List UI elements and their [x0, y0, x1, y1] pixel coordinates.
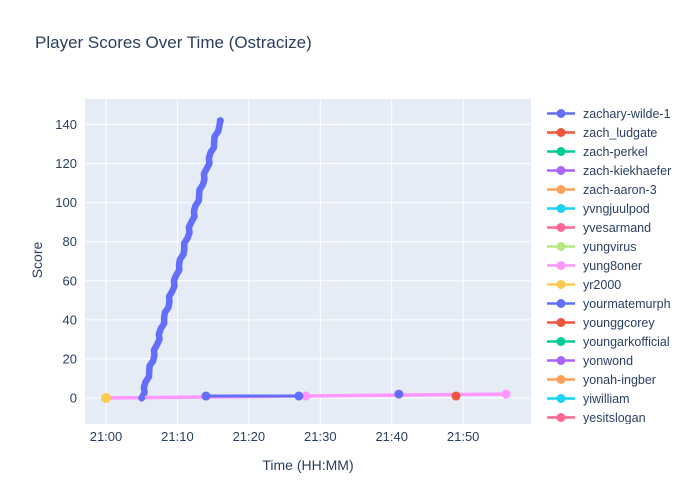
legend-marker-icon [547, 166, 575, 175]
point-yung8oner[interactable] [301, 391, 311, 401]
legend-marker-icon [547, 413, 575, 422]
point-zach_ludgate[interactable] [451, 391, 461, 401]
legend-label: yung8oner [583, 258, 643, 273]
legend-marker-icon [547, 185, 575, 194]
point-yr2000[interactable] [101, 393, 111, 403]
point-yourmatemurph[interactable] [394, 389, 404, 399]
y-tick-label: 40 [63, 312, 77, 327]
x-tick-label: 21:10 [161, 429, 194, 444]
point-zachary-wilde-1[interactable] [138, 394, 146, 402]
x-tick-label: 21:30 [304, 429, 337, 444]
y-tick-label: 0 [70, 391, 77, 406]
legend-label: zach-perkel [583, 144, 648, 159]
legend-item-youngarkofficial[interactable]: youngarkofficial [546, 332, 698, 351]
legend-item-yung8oner[interactable]: yung8oner [546, 256, 698, 275]
legend-marker-icon [547, 280, 575, 289]
legend-label: yourmatemurph [583, 296, 671, 311]
legend-item-zachary-wilde-1[interactable]: zachary-wilde-1 [546, 104, 698, 123]
legend-item-younggcorey[interactable]: younggcorey [546, 313, 698, 332]
legend-item-yvesarmand[interactable]: yvesarmand [546, 218, 698, 237]
legend-marker-icon [547, 337, 575, 346]
legend-item-yonah-ingber[interactable]: yonah-ingber [546, 370, 698, 389]
legend-marker-icon [547, 147, 575, 156]
legend-marker-icon [547, 204, 575, 213]
legend: zachary-wilde-1 zach_ludgate zach-perkel za… [546, 104, 698, 424]
legend-label: yonah-ingber [583, 372, 656, 387]
legend-item-yonwond[interactable]: yonwond [546, 351, 698, 370]
point-zachary-wilde-1[interactable] [216, 117, 224, 125]
plot-area [85, 99, 531, 424]
legend-item-yesitslogan[interactable]: yesitslogan [546, 408, 698, 424]
x-axis-title: Time (HH:MM) [262, 457, 354, 473]
x-tick-label: 21:00 [90, 429, 123, 444]
x-tick-label: 21:20 [233, 429, 266, 444]
legend-marker-icon [547, 318, 575, 327]
x-tick-label: 21:50 [447, 429, 480, 444]
legend-label: yungvirus [583, 239, 637, 254]
legend-marker-icon [547, 109, 575, 118]
legend-label: zachary-wilde-1 [583, 106, 671, 121]
legend-marker-icon [547, 375, 575, 384]
legend-item-yr2000[interactable]: yr2000 [546, 275, 698, 294]
x-tick-label: 21:40 [375, 429, 408, 444]
legend-marker-icon [547, 242, 575, 251]
legend-marker-icon [547, 128, 575, 137]
legend-label: yvesarmand [583, 220, 652, 235]
y-axis-title: Score [29, 241, 45, 279]
legend-label: youngarkofficial [583, 334, 670, 349]
legend-label: zach-aaron-3 [583, 182, 657, 197]
legend-label: yonwond [583, 353, 634, 368]
legend-item-zach_ludgate[interactable]: zach_ludgate [546, 123, 698, 142]
y-tick-label: 120 [55, 156, 77, 171]
legend-label: zach_ludgate [583, 125, 658, 140]
point-yourmatemurph[interactable] [294, 391, 304, 401]
legend-label: yr2000 [583, 277, 622, 292]
legend-item-yungvirus[interactable]: yungvirus [546, 237, 698, 256]
trace-zachary-wilde-1[interactable] [138, 117, 224, 402]
legend-marker-icon [547, 223, 575, 232]
legend-item-zach-kiekhaefer[interactable]: zach-kiekhaefer [546, 161, 698, 180]
legend-label: zach-kiekhaefer [583, 163, 672, 178]
y-tick-label: 100 [55, 195, 77, 210]
legend-label: yvngjuulpod [583, 201, 650, 216]
y-tick-label: 80 [63, 234, 77, 249]
legend-item-zach-aaron-3[interactable]: zach-aaron-3 [546, 180, 698, 199]
legend-label: yiwilliam [583, 391, 630, 406]
y-tick-label: 20 [63, 351, 77, 366]
legend-item-yourmatemurph[interactable]: yourmatemurph [546, 294, 698, 313]
legend-item-yiwilliam[interactable]: yiwilliam [546, 389, 698, 408]
legend-item-yvngjuulpod[interactable]: yvngjuulpod [546, 199, 698, 218]
legend-marker-icon [547, 261, 575, 270]
legend-label: yesitslogan [583, 410, 646, 425]
legend-marker-icon [547, 356, 575, 365]
y-tick-label: 60 [63, 273, 77, 288]
legend-label: younggcorey [583, 315, 655, 330]
legend-marker-icon [547, 299, 575, 308]
legend-marker-icon [547, 394, 575, 403]
legend-item-zach-perkel[interactable]: zach-perkel [546, 142, 698, 161]
page-title: Player Scores Over Time (Ostracize) [35, 33, 312, 52]
y-tick-label: 140 [55, 117, 77, 132]
point-yourmatemurph[interactable] [201, 391, 211, 401]
point-yung8oner[interactable] [501, 389, 511, 399]
